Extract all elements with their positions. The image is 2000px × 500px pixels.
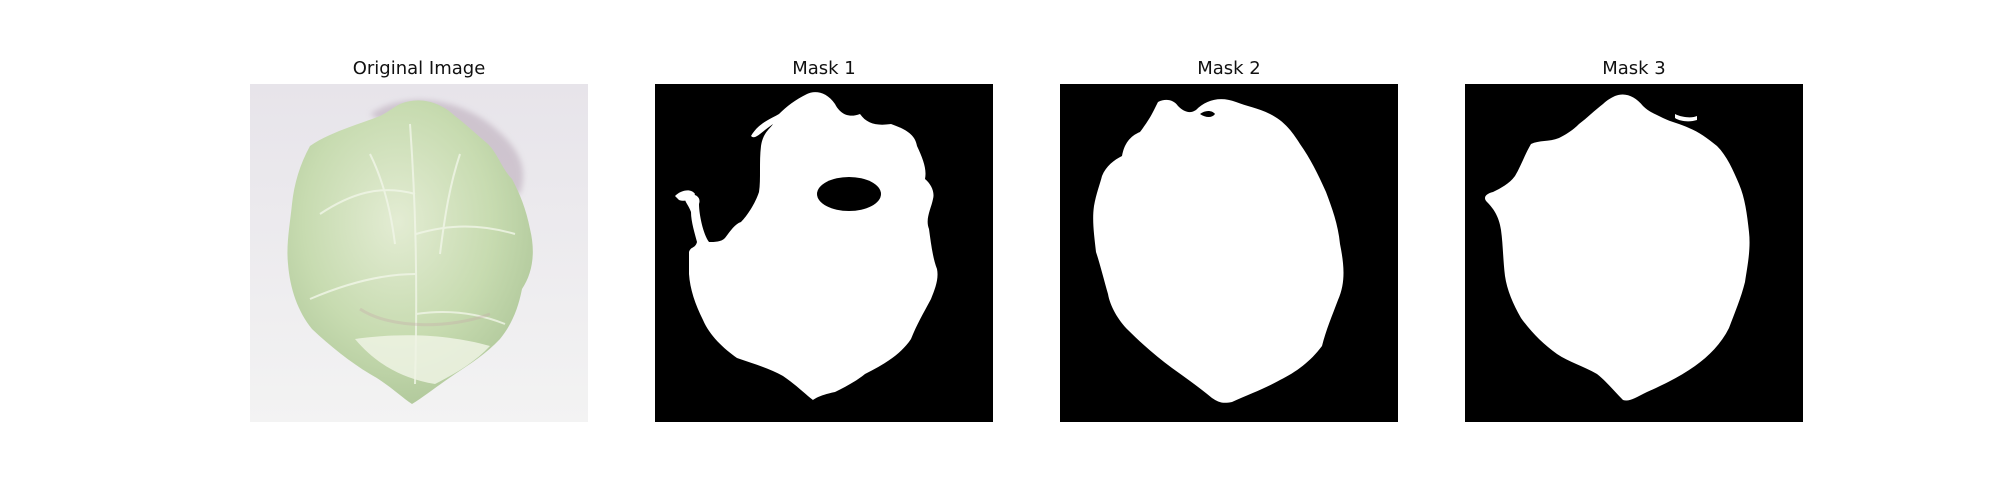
- original-image: [250, 84, 588, 422]
- panel-title: Mask 2: [1197, 58, 1261, 79]
- panel-mask-1: Mask 1: [655, 0, 993, 430]
- leaf-veins: [309, 123, 516, 385]
- leaf: [287, 100, 533, 404]
- leaf-lower-band: [355, 335, 490, 384]
- panel-mask-2: Mask 2: [1060, 0, 1398, 430]
- mask-1-image: [655, 84, 993, 422]
- mask-region: [1093, 99, 1344, 403]
- panel-title: Mask 3: [1602, 58, 1666, 79]
- mask-3-image: [1465, 84, 1803, 422]
- panel-title: Mask 1: [792, 58, 856, 79]
- mask-hole: [817, 177, 881, 211]
- mask-2-image: [1060, 84, 1398, 422]
- panel-original-image: Original Image: [250, 0, 588, 430]
- panel-mask-3: Mask 3: [1465, 0, 1803, 430]
- mask-region: [1485, 94, 1750, 401]
- mask-region: [684, 92, 938, 401]
- panel-title: Original Image: [352, 58, 486, 79]
